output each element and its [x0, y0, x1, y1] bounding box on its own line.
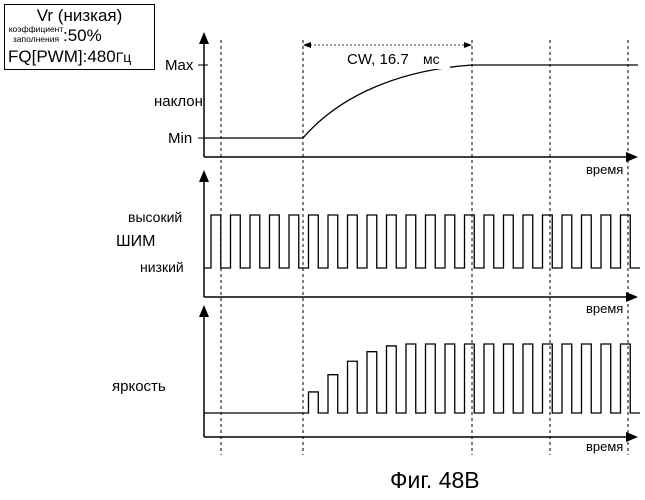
duty-label-line-2: заполнения: [7, 35, 65, 44]
duty-label-line-1: коэффициент: [7, 25, 65, 34]
cw-label: CW, 16.7: [347, 51, 409, 68]
pwm-time-label: время: [586, 301, 623, 316]
duty-value: :50%: [63, 26, 102, 46]
pwm-low-label: низкий: [140, 259, 184, 275]
brightness-x-arrow: [626, 432, 638, 442]
brightness-time-label: время: [586, 439, 623, 454]
pwm-high-label: высокий: [128, 209, 182, 225]
pwm-square-wave: [204, 215, 640, 268]
frequency-value: FQ[PWM]:480: [8, 47, 116, 66]
cw-arrow-right: [464, 42, 472, 48]
top-time-label: время: [586, 162, 623, 177]
cw-unit: мс: [423, 51, 440, 67]
brightness-wave: [204, 344, 640, 413]
frequency-unit: Гц: [116, 49, 132, 65]
settings-info-box: Vr (низкая) коэффициент заполнения :50% …: [4, 4, 155, 70]
brightness-y-arrow: [199, 305, 209, 317]
frequency-label: FQ[PWM]:480Гц: [8, 47, 131, 67]
pwm-x-arrow: [626, 292, 638, 302]
slope-curve: [204, 65, 638, 138]
pwm-y-arrow: [199, 170, 209, 182]
min-label: Min: [168, 130, 192, 147]
pwm-axis-label: ШИМ: [116, 233, 156, 250]
top-y-arrow: [199, 32, 209, 44]
max-label: Max: [165, 57, 194, 74]
voltage-label: Vr (низкая): [5, 6, 154, 26]
top-x-arrow: [626, 152, 638, 162]
brightness-axis-label: яркость: [112, 378, 166, 395]
slope-axis-label: наклон: [154, 93, 203, 110]
cw-arrow-left: [303, 42, 311, 48]
figure-caption: Фиг. 48B: [390, 467, 480, 494]
